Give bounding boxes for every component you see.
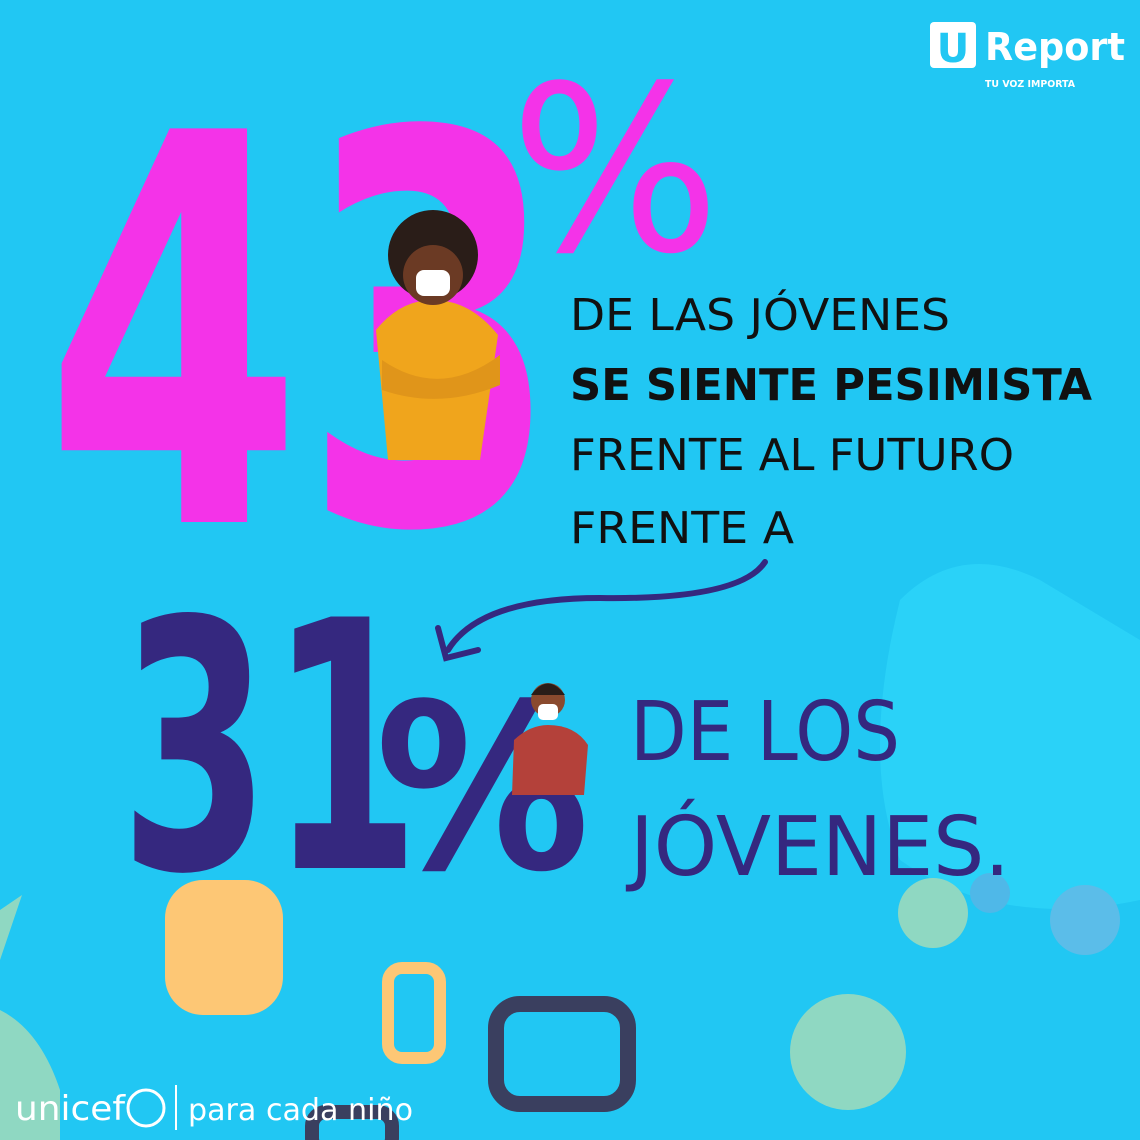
footer-brand: unicef [15,1089,126,1129]
man-illustration [512,683,588,795]
woman-illustration [376,210,500,460]
stat-text: FRENTE A [570,503,794,554]
footer-emblem [126,1088,166,1128]
stat-number: 31 [120,549,420,950]
decor-leaf [0,895,22,960]
decor-orange [165,880,283,1015]
arrow-head [435,625,481,662]
stat-text: FRENTE AL FUTURO [570,430,1014,481]
stat-text: JÓVENES. [625,798,1010,895]
decor-circle [970,873,1010,913]
arrow [445,559,768,653]
decor-circle [898,878,968,948]
stat-text-bold: SE SIENTE PESIMISTA [570,360,1092,411]
decor-blob [880,564,1140,909]
logo-mark: U [937,26,969,72]
stat-text: DE LOS [630,685,900,780]
logo-name: Report [985,25,1125,69]
decor-outline-dark [305,1105,399,1140]
stat-symbol: % [510,38,720,305]
logo-tagline: TU VOZ IMPORTA [985,79,1075,90]
footer-slogan: para cada niño [188,1093,413,1128]
stat-text: DE LAS JÓVENES [570,288,950,341]
decor-outline [382,962,446,1064]
decor-circle [790,994,906,1110]
decor-leaf [0,1010,60,1140]
logo-box [930,22,976,68]
decor-circle [1050,885,1120,955]
decor-outline-dark [488,996,636,1112]
